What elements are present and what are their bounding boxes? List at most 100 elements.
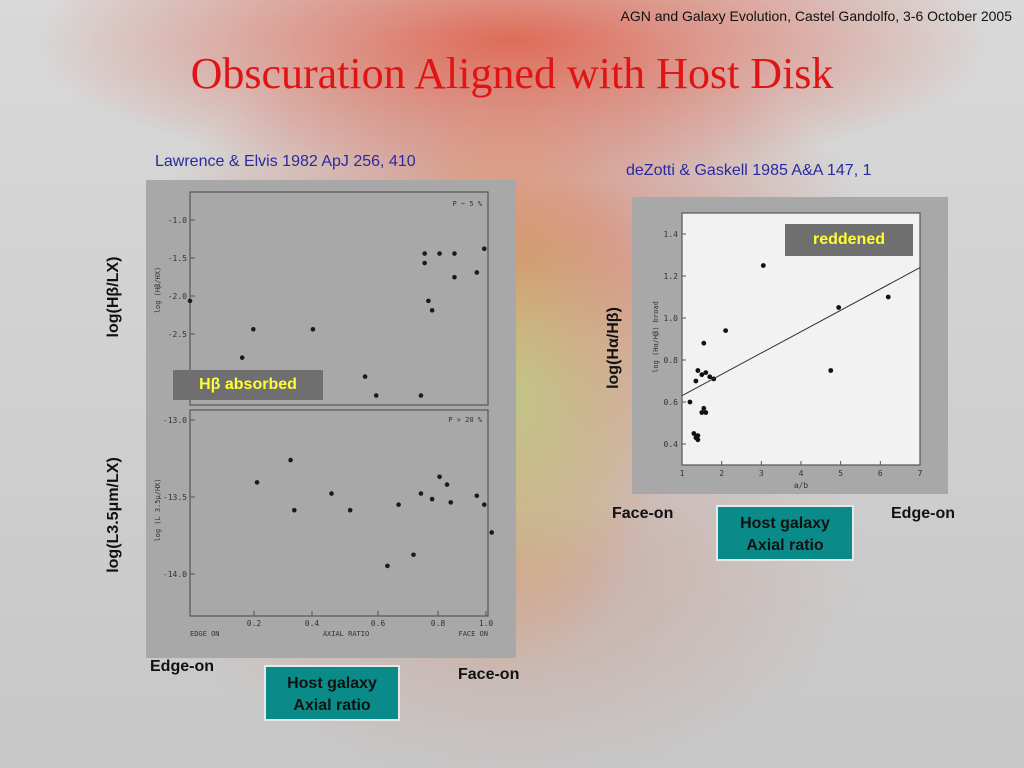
- right-xtick-label: 1: [680, 469, 685, 478]
- face-on-tick-label: FACE ON: [458, 630, 488, 638]
- top-ytick-label: -1.5: [168, 254, 187, 263]
- bottom-panel-point: [396, 502, 401, 507]
- top-panel-point: [422, 260, 427, 266]
- right-point: [703, 410, 709, 415]
- bottom-panel-point: [481, 502, 487, 507]
- top-ytick-label: -1.0: [168, 216, 187, 225]
- top-panel-point: [418, 393, 424, 398]
- bottom-panel-point: [347, 507, 353, 513]
- top-panel-point: [362, 374, 368, 379]
- bottom-ytick-label: -14.0: [163, 570, 187, 579]
- right-point: [701, 340, 707, 346]
- bottom-panel-frame: [189, 409, 489, 617]
- right-point: [703, 370, 709, 375]
- right-point: [699, 372, 705, 378]
- bottom-xtick-label: 1.0: [479, 619, 494, 628]
- bottom-panel-point: [411, 552, 416, 558]
- bottom-panel-point: [448, 500, 454, 505]
- left-face-on-label: Face-on: [458, 666, 520, 683]
- right-edge-on-label: Edge-on: [891, 505, 955, 522]
- bottom-xtick-label: 0.6: [371, 619, 386, 628]
- bottom-xtick-label: 0.4: [305, 619, 320, 628]
- right-point: [828, 368, 834, 373]
- left-bottom-ylabel: log(L3.5μm/LX): [105, 457, 122, 573]
- right-xtick-label: 4: [799, 469, 804, 478]
- bottom-panel-point: [444, 482, 450, 487]
- right-ylabel: log(Hα/Hβ): [605, 307, 622, 389]
- slide-title: Obscuration Aligned with Host Disk: [190, 49, 834, 98]
- right-xtick-label: 2: [719, 469, 724, 478]
- right-axis-box: Host galaxy Axial ratio: [716, 505, 854, 561]
- axial-ratio-label: AXIAL RATIO: [323, 630, 369, 638]
- right-xaxis-label: a/b: [794, 481, 809, 490]
- right-xtick-label: 5: [838, 469, 843, 478]
- header-note: AGN and Galaxy Evolution, Castel Gandolf…: [620, 8, 1012, 24]
- left-plot-image: -1.0 -1.5 -2.0 -2.5 -13.0 -13.5 -14.0 0.2 0.4 0.6…: [146, 180, 516, 658]
- right-point: [760, 263, 766, 268]
- right-point: [885, 294, 891, 300]
- left-axis-box-line2: Axial ratio: [293, 697, 371, 714]
- top-panel-point: [452, 274, 457, 280]
- top-panel-point: [481, 246, 487, 252]
- right-ytick-label: 1.4: [664, 230, 679, 239]
- right-ytick-label: 1.0: [664, 314, 679, 323]
- right-point: [695, 433, 701, 438]
- top-panel-point: [251, 326, 256, 332]
- top-inner-ylabel: log (Hβ/HX): [154, 267, 162, 313]
- edge-on-tick-label: EDGE ON: [190, 630, 220, 638]
- bottom-ytick-label: -13.5: [163, 493, 187, 502]
- top-panel-point: [310, 326, 316, 332]
- top-panel-point: [187, 298, 193, 304]
- bottom-panel-point: [489, 530, 495, 535]
- right-inner-ylabel: log (Hα/Hβ) broad: [652, 301, 660, 373]
- bottom-panel-point: [292, 507, 297, 513]
- left-top-ylabel: log(Hβ/LX): [105, 256, 122, 338]
- top-ytick-label: -2.0: [168, 292, 187, 301]
- left-edge-on-label: Edge-on: [150, 658, 214, 675]
- right-point: [723, 328, 729, 333]
- left-axis-box: Host galaxy Axial ratio: [264, 665, 400, 721]
- top-panel-point: [452, 251, 457, 256]
- right-citation: deZotti & Gaskell 1985 A&A 147, 1: [626, 162, 872, 179]
- right-point: [699, 410, 705, 415]
- bottom-panel-point: [288, 457, 293, 463]
- top-panel-point: [437, 251, 442, 256]
- right-point: [693, 378, 699, 384]
- bottom-annotation: P > 20 %: [448, 416, 483, 424]
- fit-line: [681, 267, 921, 397]
- top-panel-point: [422, 251, 427, 256]
- left-citation: Lawrence & Elvis 1982 ApJ 256, 410: [155, 153, 416, 170]
- right-point: [695, 368, 701, 373]
- bottom-xtick-label: 0.2: [247, 619, 262, 628]
- top-panel-point: [429, 308, 435, 313]
- bottom-panel-point: [437, 474, 442, 480]
- left-axis-box-line1: Host galaxy: [287, 675, 377, 692]
- left-plot-svg: -1.0 -1.5 -2.0 -2.5 -13.0 -13.5 -14.0 0.2 0.4 0.6…: [154, 191, 495, 638]
- right-xtick-label: 7: [918, 469, 923, 478]
- bottom-xtick-label: 0.8: [431, 619, 446, 628]
- top-panel-frame: [189, 191, 489, 406]
- top-panel-point: [239, 355, 245, 360]
- right-xtick-label: 6: [878, 469, 883, 478]
- bottom-inner-ylabel: log (L 3.5μ/HX): [154, 478, 162, 541]
- right-point: [701, 405, 707, 411]
- right-point: [687, 399, 693, 405]
- bottom-ytick-label: -13.0: [163, 416, 187, 425]
- right-face-on-label: Face-on: [612, 505, 674, 522]
- right-ytick-label: 1.2: [664, 272, 679, 281]
- top-annotation: P ~ 5 %: [452, 200, 482, 208]
- reddened-annotation: reddened: [785, 224, 913, 256]
- right-axis-box-line1: Host galaxy: [740, 515, 830, 532]
- bottom-panel-point: [254, 480, 260, 485]
- absorbed-annotation: Hβ absorbed: [173, 370, 323, 400]
- right-point: [691, 431, 697, 436]
- bottom-panel-point: [385, 563, 390, 569]
- right-ytick-label: 0.4: [664, 440, 679, 449]
- right-axis-box-line2: Axial ratio: [746, 537, 824, 554]
- right-point: [707, 374, 713, 380]
- bottom-panel-point: [329, 491, 334, 496]
- top-panel-point: [474, 270, 480, 275]
- right-xtick-label: 3: [759, 469, 764, 478]
- right-point: [836, 305, 842, 310]
- bottom-panel-point: [429, 496, 435, 502]
